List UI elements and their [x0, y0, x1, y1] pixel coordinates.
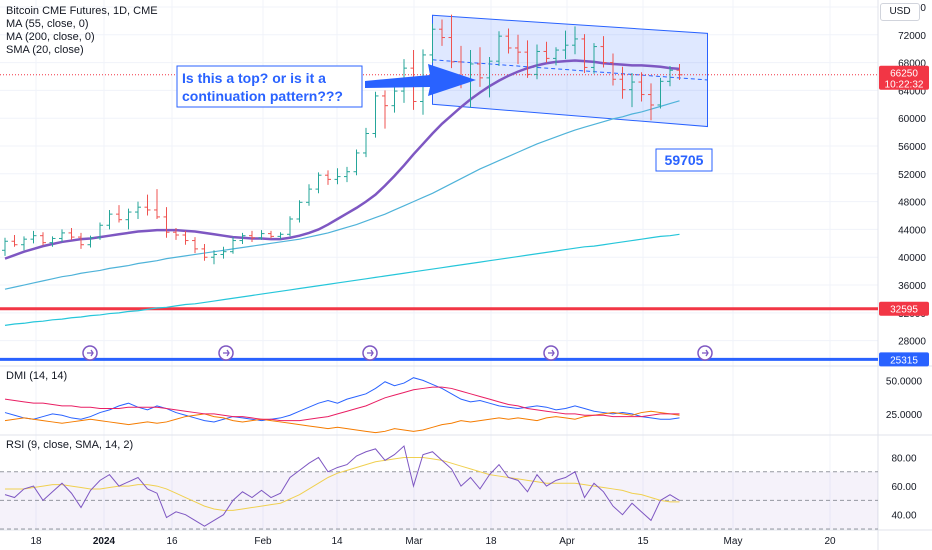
- price-tick-label: 36000: [898, 281, 926, 292]
- event-arrow-icon: [702, 349, 709, 357]
- chart-title: Bitcoin CME Futures, 1D, CME: [6, 5, 158, 17]
- price-tick-label: 72000: [898, 31, 926, 42]
- price-tick-label: 68000: [898, 59, 926, 70]
- x-tick-label: May: [724, 536, 743, 547]
- event-arrow-icon: [87, 349, 94, 357]
- x-tick-label: 16: [166, 536, 178, 547]
- rsi-tick-label: 40.00: [891, 511, 916, 522]
- dmi-tick-label: 25.0000: [886, 410, 923, 421]
- adx-line[interactable]: [4, 386, 680, 422]
- rsi-pane-label[interactable]: RSI (9, close, SMA, 14, 2): [6, 439, 134, 451]
- event-arrow-icon: [367, 349, 374, 357]
- x-tick-label: 20: [824, 536, 836, 547]
- price-tick-label: 40000: [898, 253, 926, 264]
- rsi-sma-line[interactable]: [5, 456, 680, 511]
- price-tick-label: 64000: [898, 86, 926, 97]
- dmi-tick-label: 50.0000: [886, 376, 923, 387]
- last-price-badge: [879, 65, 929, 90]
- x-tick-label: Mar: [405, 536, 423, 547]
- price-tick-label: 52000: [898, 170, 926, 181]
- legend-ma200[interactable]: MA (200, close, 0): [6, 31, 95, 43]
- level-red-value: 32595: [890, 305, 918, 316]
- price-tick-label: 60000: [898, 114, 926, 125]
- currency-button[interactable]: USD: [880, 3, 920, 21]
- x-tick-label: Apr: [559, 536, 575, 547]
- price-tick-label: 56000: [898, 142, 926, 153]
- dmi-minus-line[interactable]: [4, 410, 680, 434]
- channel-midline: [432, 59, 708, 81]
- level-blue-badge: [879, 352, 929, 367]
- price-tick-label: 44000: [898, 225, 926, 236]
- x-tick-label: 18: [30, 536, 42, 547]
- x-tick-label: 2024: [93, 536, 116, 547]
- chart-legend: Bitcoin CME Futures, 1D, CME MA (55, clo…: [6, 5, 158, 57]
- x-tick-label: Feb: [254, 536, 272, 547]
- channel-zone[interactable]: [432, 14, 708, 128]
- low-annotation-text: 59705: [665, 152, 704, 168]
- price-tick-label: 48000: [898, 198, 926, 209]
- rsi-tick-label: 80.00: [891, 453, 916, 464]
- low-annotation-box[interactable]: [655, 148, 713, 172]
- event-arrow-icon: [548, 349, 555, 357]
- level-red-badge: [879, 301, 929, 316]
- dmi-plus-line[interactable]: [4, 377, 680, 423]
- sma20-line[interactable]: [4, 59, 680, 260]
- callout-text-line1: Is this a top? or is it a: [182, 70, 326, 86]
- last-price-value: 66250: [890, 69, 918, 80]
- bar-countdown: 10:22:32: [885, 80, 924, 91]
- x-tick-label: 14: [331, 536, 343, 547]
- ma200-line[interactable]: [4, 233, 680, 326]
- level-blue-value: 25315: [890, 355, 918, 366]
- x-tick-label: 18: [485, 536, 497, 547]
- legend-sma20[interactable]: SMA (20, close): [6, 44, 84, 56]
- callout-box[interactable]: [176, 65, 363, 108]
- ma55-line[interactable]: [4, 100, 680, 290]
- callout-text-line2: continuation pattern???: [182, 88, 343, 104]
- legend-ma55[interactable]: MA (55, close, 0): [6, 18, 89, 30]
- x-tick-label: 15: [637, 536, 649, 547]
- rsi-tick-label: 60.00: [891, 482, 916, 493]
- rsi-line[interactable]: [4, 445, 680, 527]
- dmi-pane-label[interactable]: DMI (14, 14): [6, 370, 68, 382]
- event-arrow-icon: [223, 349, 230, 357]
- callout-arrow-icon: [365, 64, 476, 96]
- price-tick-label: 28000: [898, 337, 926, 348]
